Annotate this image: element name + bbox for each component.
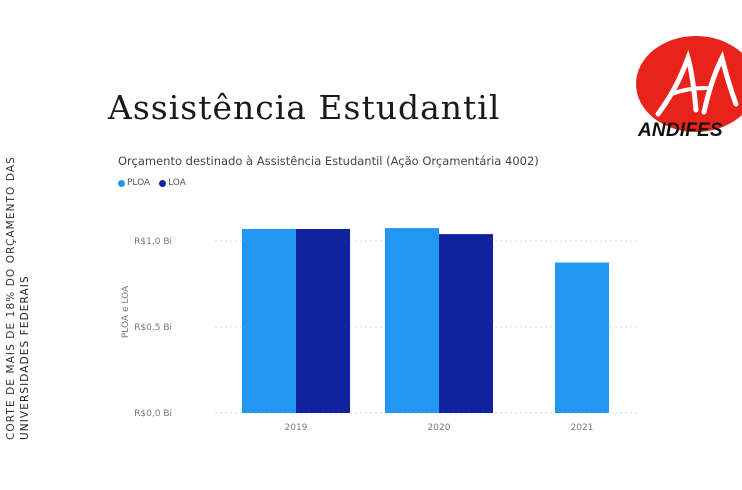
y-tick-label: R$1,0 Bi bbox=[134, 237, 172, 247]
bar-loa-2019 bbox=[296, 228, 350, 413]
x-tick-label: 2020 bbox=[428, 423, 451, 433]
chart-legend: PLOA LOA bbox=[118, 178, 192, 189]
page-title: Assistência Estudantil bbox=[108, 88, 501, 127]
bar-ploa-2020 bbox=[385, 228, 439, 413]
y-axis-label: PLOA e LOA bbox=[121, 285, 131, 338]
andifes-logo-text: ANDIFES bbox=[638, 120, 723, 141]
andifes-logo: ANDIFES bbox=[636, 28, 742, 148]
y-tick-label: R$0,5 Bi bbox=[134, 323, 172, 333]
y-tick-label: R$0,0 Bi bbox=[134, 409, 172, 419]
bar-ploa-2019 bbox=[242, 228, 296, 413]
x-tick-label: 2021 bbox=[571, 423, 594, 433]
chart-title: Orçamento destinado à Assistência Estuda… bbox=[118, 154, 539, 168]
legend-ploa-swatch bbox=[118, 179, 125, 187]
legend-loa-swatch bbox=[159, 179, 167, 187]
andifes-logo-mark bbox=[636, 36, 742, 132]
legend-ploa-label: PLOA bbox=[127, 178, 151, 188]
bar-loa-2020 bbox=[439, 234, 493, 413]
x-tick-label: 2019 bbox=[285, 423, 308, 433]
bar-ploa-2021 bbox=[555, 262, 609, 413]
legend-loa-label: LOA bbox=[168, 178, 186, 188]
